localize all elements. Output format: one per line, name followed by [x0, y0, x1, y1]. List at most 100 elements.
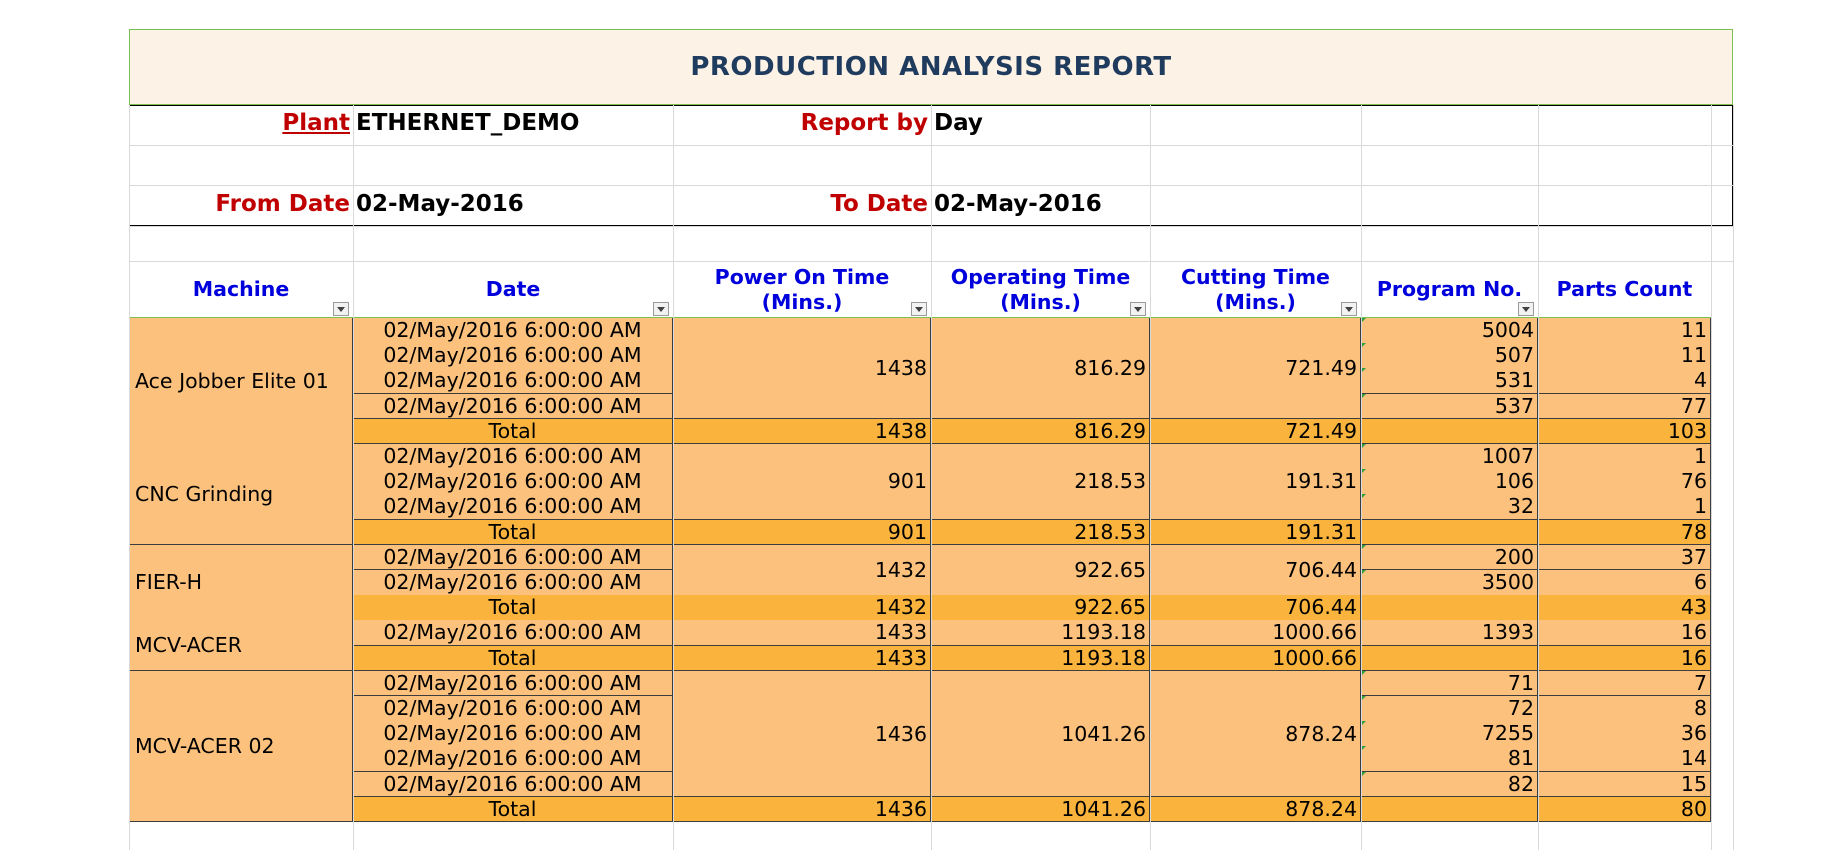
parts-count: 37 — [1538, 544, 1711, 571]
total-program-number — [1361, 595, 1538, 621]
total-cutting-time: 1000.66 — [1150, 645, 1361, 672]
parts-count: 7 — [1538, 670, 1711, 697]
total-power-on-time: 1433 — [673, 645, 931, 672]
power-on-time: 901 — [673, 444, 931, 521]
program-number: 3500 — [1361, 570, 1538, 596]
total-cutting-time: 721.49 — [1150, 418, 1361, 445]
total-program-number — [1361, 796, 1538, 823]
total-parts-count: 78 — [1538, 519, 1711, 546]
total-power-on-time: 901 — [673, 519, 931, 546]
plant-label: Plant — [282, 110, 350, 136]
green-indicator-icon — [1361, 318, 1366, 323]
grid-hline — [129, 226, 1733, 227]
column-header[interactable]: Power On Time (Mins.) — [673, 261, 931, 318]
total-parts-count: 16 — [1538, 645, 1711, 672]
filter-dropdown-icon[interactable] — [911, 302, 927, 316]
date-cell: 02/May/2016 6:00:00 AM — [353, 494, 673, 521]
grid-hline — [129, 185, 1733, 186]
parts-count: 77 — [1538, 393, 1711, 420]
filter-dropdown-icon[interactable] — [1341, 302, 1357, 316]
machine-name: CNC Grinding — [129, 444, 353, 546]
filter-dropdown-icon[interactable] — [333, 302, 349, 316]
total-operating-time: 218.53 — [931, 519, 1150, 546]
green-indicator-icon — [1361, 544, 1366, 550]
date-cell: 02/May/2016 6:00:00 AM — [353, 368, 673, 395]
power-on-time: 1432 — [673, 544, 931, 596]
column-header[interactable]: Machine — [129, 261, 353, 318]
total-power-on-time: 1438 — [673, 418, 931, 445]
column-header[interactable]: Cutting Time (Mins.) — [1150, 261, 1361, 318]
parts-count: 4 — [1538, 368, 1711, 395]
filter-dropdown-icon[interactable] — [1518, 302, 1534, 316]
column-header-label: Date — [485, 277, 541, 301]
total-program-number — [1361, 519, 1538, 546]
date-cell: 02/May/2016 6:00:00 AM — [353, 771, 673, 798]
power-on-time: 1438 — [673, 318, 931, 420]
green-indicator-icon — [1361, 368, 1366, 374]
parts-count: 14 — [1538, 746, 1711, 773]
column-header-label: Power On Time — [714, 264, 890, 289]
total-cutting-time: 191.31 — [1150, 519, 1361, 546]
date-cell: 02/May/2016 6:00:00 AM — [353, 343, 673, 369]
grid-vline — [1150, 105, 1151, 850]
green-indicator-icon — [1361, 746, 1366, 752]
grid-vline — [1733, 105, 1734, 850]
total-parts-count: 80 — [1538, 796, 1711, 823]
grid-vline — [931, 105, 932, 850]
grid-hline — [129, 145, 1733, 146]
power-on-time: 1433 — [673, 620, 931, 647]
total-cutting-time: 878.24 — [1150, 796, 1361, 823]
parts-count: 11 — [1538, 318, 1711, 344]
power-on-time: 1436 — [673, 670, 931, 798]
parts-count: 36 — [1538, 721, 1711, 747]
green-indicator-icon — [1361, 494, 1366, 500]
program-number: 82 — [1361, 771, 1538, 798]
program-number: 71 — [1361, 670, 1538, 697]
column-header-label: Program No. — [1376, 277, 1523, 301]
grid-vline — [1538, 105, 1539, 850]
total-cutting-time: 706.44 — [1150, 595, 1361, 621]
cutting-time: 706.44 — [1150, 544, 1361, 596]
green-indicator-icon — [1361, 696, 1366, 701]
total-label: Total — [353, 645, 673, 672]
operating-time: 218.53 — [931, 444, 1150, 521]
report-by-value: Day — [934, 110, 983, 136]
total-program-number — [1361, 645, 1538, 672]
column-header[interactable]: Parts Count — [1538, 261, 1711, 318]
report-title-band: PRODUCTION ANALYSIS REPORT — [129, 29, 1733, 105]
program-number: 32 — [1361, 494, 1538, 521]
machine-name: MCV-ACER — [129, 620, 353, 672]
total-label: Total — [353, 418, 673, 445]
parts-count: 1 — [1538, 494, 1711, 521]
column-header[interactable]: Program No. — [1361, 261, 1538, 318]
report-title: PRODUCTION ANALYSIS REPORT — [690, 52, 1172, 82]
date-cell: 02/May/2016 6:00:00 AM — [353, 444, 673, 470]
grid-vline — [353, 105, 354, 850]
filter-dropdown-icon[interactable] — [1130, 302, 1146, 316]
total-label: Total — [353, 796, 673, 823]
green-indicator-icon — [1361, 721, 1366, 727]
date-cell: 02/May/2016 6:00:00 AM — [353, 544, 673, 571]
cutting-time: 1000.66 — [1150, 620, 1361, 647]
operating-time: 922.65 — [931, 544, 1150, 596]
date-cell: 02/May/2016 6:00:00 AM — [353, 696, 673, 722]
machine-name: FIER-H — [129, 544, 353, 621]
report-by-label: Report by — [800, 110, 928, 136]
column-header[interactable]: Date — [353, 261, 673, 318]
green-indicator-icon — [1361, 469, 1366, 475]
parts-count: 16 — [1538, 620, 1711, 647]
grid-vline — [1361, 105, 1362, 850]
header-underline — [129, 317, 1711, 318]
column-header[interactable]: Operating Time (Mins.) — [931, 261, 1150, 318]
parts-count: 11 — [1538, 343, 1711, 369]
from-date-label: From Date — [215, 191, 350, 217]
column-header-label: Parts Count — [1556, 277, 1693, 301]
filter-dropdown-icon[interactable] — [653, 302, 669, 316]
parts-count: 15 — [1538, 771, 1711, 798]
total-operating-time: 1193.18 — [931, 645, 1150, 672]
total-label: Total — [353, 519, 673, 546]
to-date-value: 02-May-2016 — [934, 191, 1102, 217]
grid-vline — [673, 105, 674, 850]
parts-count: 1 — [1538, 444, 1711, 470]
date-cell: 02/May/2016 6:00:00 AM — [353, 469, 673, 495]
